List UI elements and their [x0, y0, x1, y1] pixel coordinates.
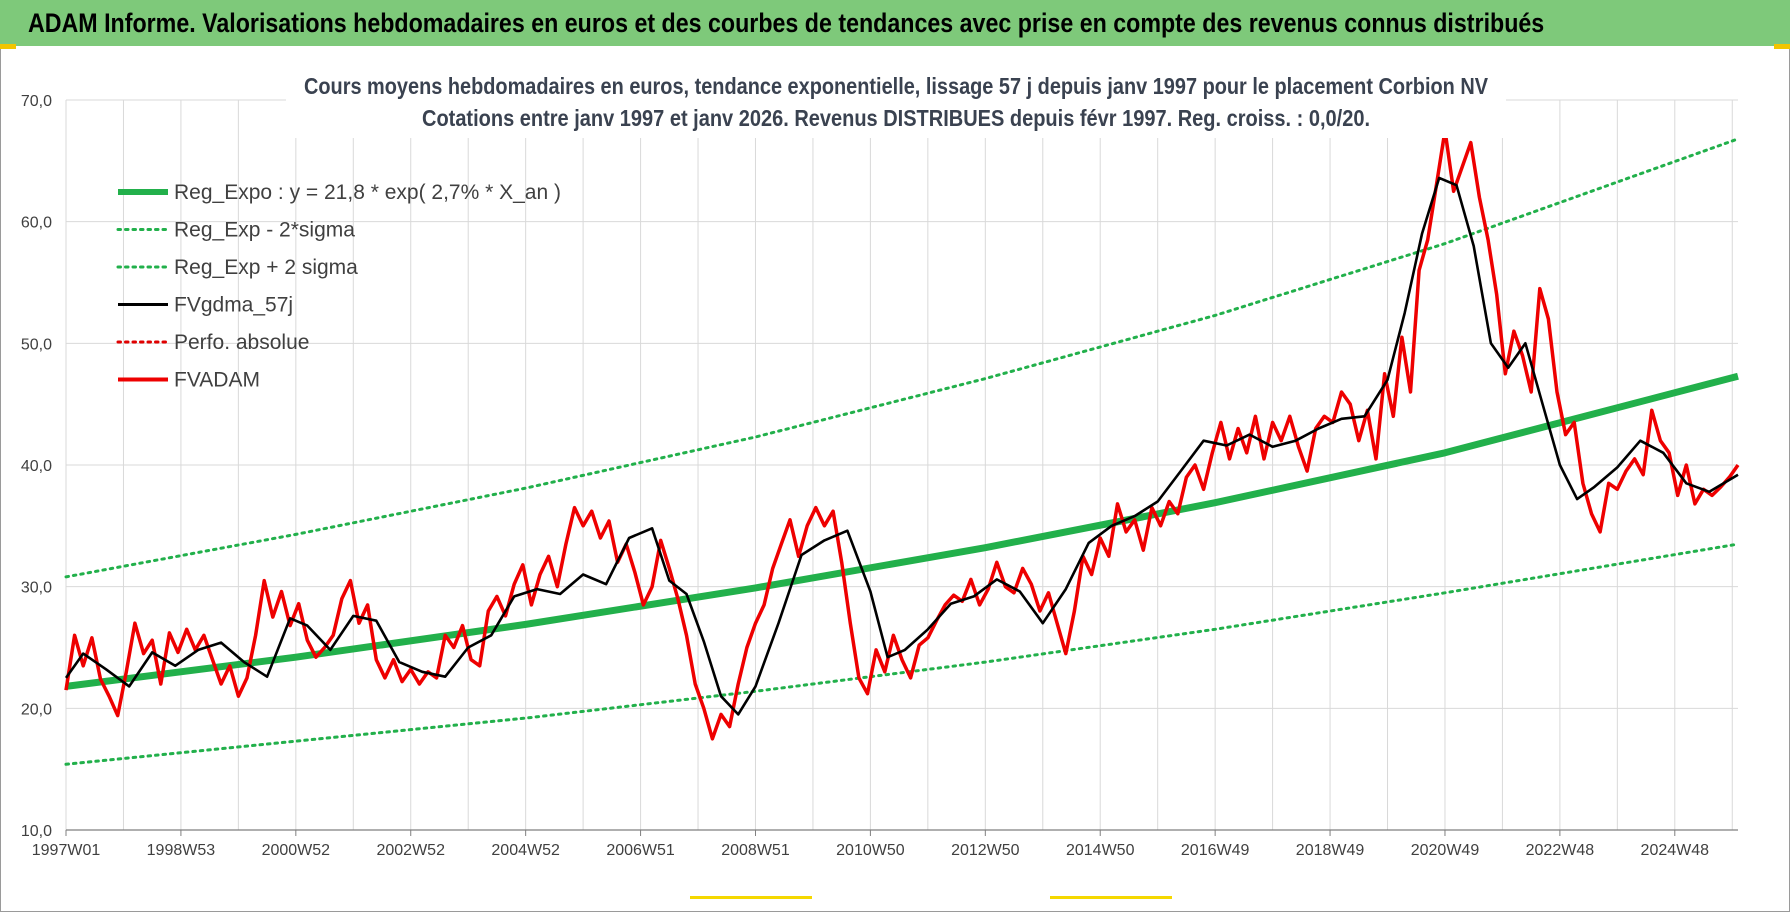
y-tick-label: 60,0	[21, 215, 52, 232]
banner-title: ADAM Informe. Valorisations hebdomadaire…	[28, 8, 1545, 38]
corner-mark	[1774, 44, 1790, 49]
legend-label: Reg_Expo : y = 21,8 * exp( 2,7% * X_an )	[174, 181, 561, 204]
gridlines	[65, 99, 1738, 830]
series-line-fvadam	[64, 128, 1740, 741]
x-tick-label: 2012W50	[951, 842, 1020, 859]
x-tick-label: 2024W48	[1641, 842, 1710, 859]
y-tick-label: 40,0	[21, 458, 52, 475]
x-tick-label: 1998W53	[147, 842, 216, 859]
legend: Reg_Expo : y = 21,8 * exp( 2,7% * X_an )…	[116, 181, 561, 392]
x-tick-label: 2004W52	[491, 842, 560, 859]
x-tick-label: 2022W48	[1526, 842, 1595, 859]
legend-label: FVgdma_57j	[174, 294, 293, 317]
chart-title-line2: Cotations entre janv 1997 et janv 2026. …	[422, 105, 1370, 131]
y-tick-label: 70,0	[21, 93, 52, 110]
chart-title-line1: Cours moyens hebdomadaires en euros, ten…	[304, 73, 1489, 99]
series-line-fvgdma-57j	[64, 176, 1739, 716]
x-tick-label: 2018W49	[1296, 842, 1365, 859]
x-tick-label: 1997W01	[32, 842, 101, 859]
legend-label: FVADAM	[174, 369, 260, 392]
x-tick-label: 2000W52	[262, 842, 331, 859]
x-tick-label: 2006W51	[606, 842, 675, 859]
corner-mark	[0, 44, 16, 49]
x-tick-label: 2016W49	[1181, 842, 1250, 859]
x-tick-label: 2002W52	[376, 842, 445, 859]
x-axis-ticks: 1997W01 1998W53 2000W52 2002W52 2004W52 2006W…	[32, 830, 1709, 859]
x-tick-label: 2008W51	[721, 842, 790, 859]
y-tick-label: 30,0	[21, 580, 52, 597]
series-line-reg-expo-y-21-8-exp-2-7-x-an	[65, 372, 1739, 690]
legend-label: Reg_Exp + 2 sigma	[174, 256, 358, 279]
y-tick-label: 50,0	[21, 336, 52, 353]
legend-label: Reg_Exp - 2*sigma	[174, 219, 355, 242]
x-tick-label: 2020W49	[1411, 842, 1480, 859]
y-tick-label: 20,0	[21, 701, 52, 718]
y-axis-ticks: 10,0 20,0 30,0 40,0 50,0 60,0 70,0	[21, 93, 52, 840]
series-group	[64, 128, 1740, 766]
footer-mark	[1050, 896, 1172, 899]
x-tick-label: 2014W50	[1066, 842, 1135, 859]
footer-mark	[690, 896, 812, 899]
legend-label: Perfo. absolue	[174, 331, 309, 354]
series-line-reg-exp-2-sigma	[64, 137, 1740, 579]
y-tick-label: 10,0	[21, 823, 52, 840]
title-banner: ADAM Informe. Valorisations hebdomadaire…	[0, 0, 1790, 46]
x-tick-label: 2010W50	[836, 842, 905, 859]
chart-title-box	[286, 66, 1506, 138]
